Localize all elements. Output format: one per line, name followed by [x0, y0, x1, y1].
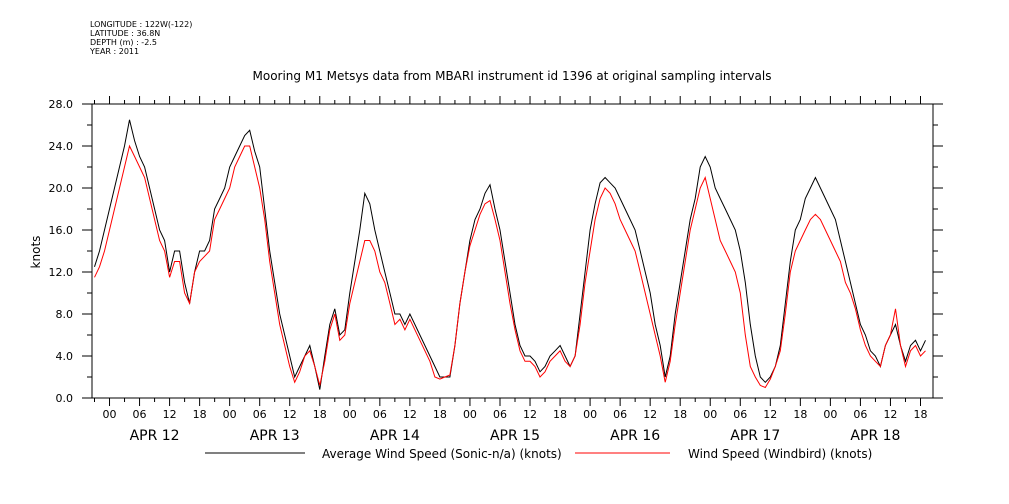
x-hour-label: 12	[283, 408, 297, 421]
chart-title: Mooring M1 Metsys data from MBARI instru…	[253, 69, 772, 83]
series-layer	[94, 119, 926, 390]
x-date-label: APR 13	[250, 428, 300, 444]
latitude-label: LATITUDE : 36.8N	[90, 29, 161, 38]
x-hour-label: 12	[763, 408, 777, 421]
x-hour-label: 12	[163, 408, 177, 421]
x-hour-label: 06	[493, 408, 507, 421]
x-hour-label: 00	[103, 408, 117, 421]
x-hour-label: 18	[553, 408, 567, 421]
x-hour-label: 06	[853, 408, 867, 421]
x-hour-label: 06	[373, 408, 387, 421]
legend-label-1: Average Wind Speed (Sonic-n/a) (knots)	[322, 447, 562, 461]
x-hour-label: 12	[643, 408, 657, 421]
axes-group: 0.0 4.0 8.0 12.0 16.0 20.0 24.0 28.0 00 06 12 18 00 0…	[49, 96, 943, 444]
x-hour-label: 06	[613, 408, 627, 421]
x-hour-label: 18	[313, 408, 327, 421]
x-hour-label: 00	[823, 408, 837, 421]
x-hour-label: 06	[253, 408, 267, 421]
y-tick-label: 24.0	[49, 140, 74, 153]
year-label: YEAR : 2011	[90, 47, 140, 56]
y-tick-label: 20.0	[49, 182, 74, 195]
x-hour-label: 18	[193, 408, 207, 421]
x-hour-label: 00	[463, 408, 477, 421]
depth-label: DEPTH (m) : -2.5	[90, 38, 157, 47]
x-hour-label: 18	[433, 408, 447, 421]
x-date-label: APR 17	[730, 428, 780, 444]
longitude-label: LONGITUDE : 122W(-122)	[90, 20, 193, 29]
x-hour-label: 00	[583, 408, 597, 421]
metadata-block: LONGITUDE : 122W(-122) LATITUDE : 36.8N …	[90, 20, 192, 56]
x-date-label: APR 12	[130, 428, 180, 444]
x-date-label: APR 15	[490, 428, 540, 444]
x-hour-label: 06	[733, 408, 747, 421]
x-hour-label: 00	[223, 408, 237, 421]
y-tick-label: 4.0	[56, 350, 74, 363]
x-date-label: APR 18	[850, 428, 900, 444]
x-hour-label: 06	[133, 408, 147, 421]
x-hour-label: 12	[403, 408, 417, 421]
x-hour-label: 18	[913, 408, 927, 421]
x-hour-label: 18	[793, 408, 807, 421]
legend: Average Wind Speed (Sonic-n/a) (knots) Wi…	[205, 447, 872, 461]
x-hour-label: 12	[523, 408, 537, 421]
series-line-2	[94, 144, 926, 389]
legend-label-2: Wind Speed (Windbird) (knots)	[688, 447, 872, 461]
y-tick-label: 8.0	[56, 308, 74, 321]
x-hour-label: 00	[703, 408, 717, 421]
y-tick-label: 28.0	[49, 98, 74, 111]
y-tick-label: 12.0	[49, 266, 74, 279]
series-line-1	[94, 119, 926, 390]
y-tick-label: 0.0	[56, 392, 74, 405]
y-tick-label: 16.0	[49, 224, 74, 237]
x-hour-label: 00	[343, 408, 357, 421]
x-hour-label: 18	[673, 408, 687, 421]
x-date-label: APR 16	[610, 428, 660, 444]
plot-frame	[91, 103, 934, 399]
x-hour-label: 12	[883, 408, 897, 421]
x-date-label: APR 14	[370, 428, 420, 444]
y-axis-label: knots	[29, 236, 43, 269]
